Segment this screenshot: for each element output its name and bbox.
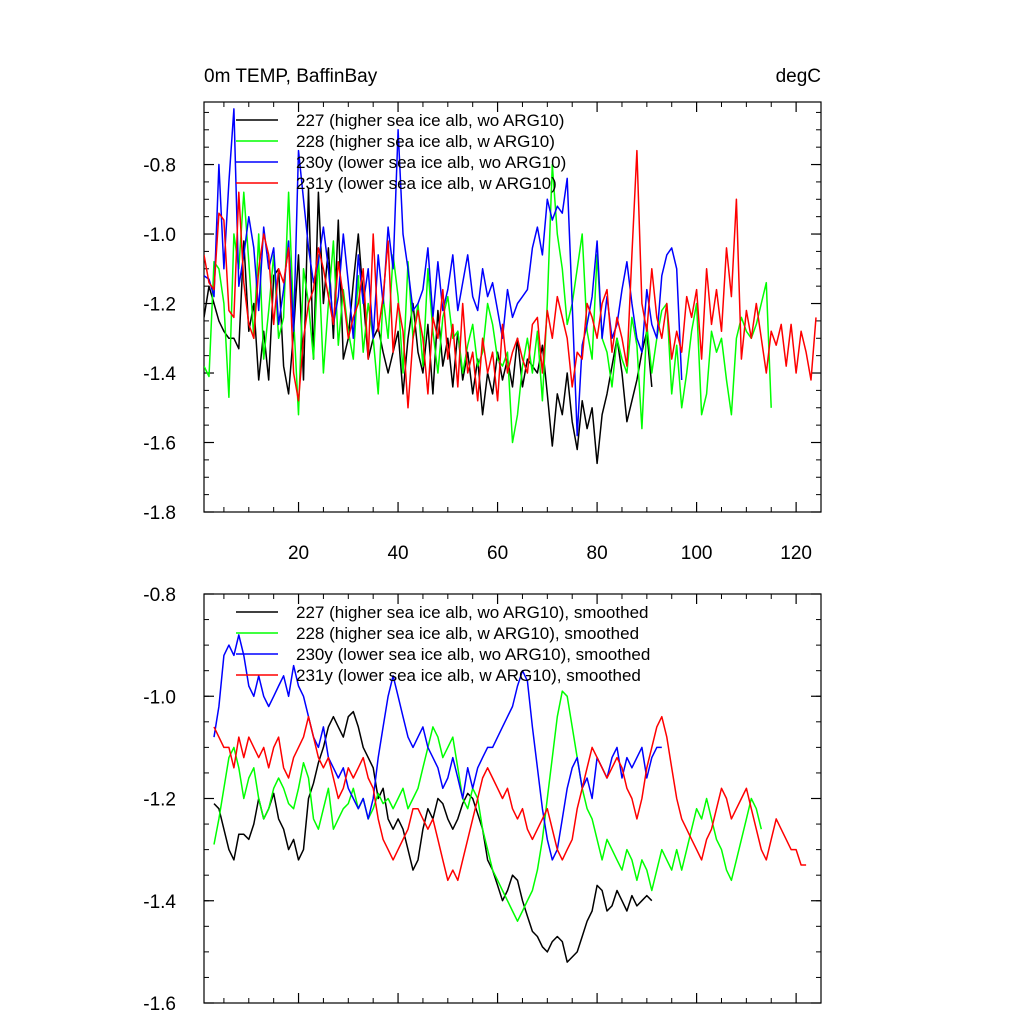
legend-label: 231y (lower sea ice alb, w ARG10) — [296, 174, 557, 193]
y-tick-label: -1.0 — [143, 687, 176, 708]
legend-label: 231y (lower sea ice alb, w ARG10), smoot… — [296, 666, 641, 685]
units-label: degC — [776, 66, 821, 87]
legend-label: 230y (lower sea ice alb, wo ARG10), smoo… — [296, 645, 650, 664]
series-line-3 — [213, 715, 807, 882]
series-line-1 — [204, 163, 772, 444]
legend-label: 228 (higher sea ice alb, w ARG10) — [296, 132, 555, 151]
x-tick-label: 80 — [587, 543, 608, 564]
y-tick-label: -0.8 — [143, 585, 176, 606]
series-line-2 — [204, 108, 683, 437]
y-tick-label: -1.4 — [143, 364, 176, 385]
x-tick-label: 120 — [780, 543, 812, 564]
series-line-2 — [213, 634, 662, 861]
legend-label: 227 (higher sea ice alb, wo ARG10) — [296, 111, 564, 130]
plot-frame — [203, 101, 822, 513]
y-tick-label: -1.2 — [143, 790, 176, 811]
x-tick-label: 100 — [681, 543, 713, 564]
legend-label: 228 (higher sea ice alb, w ARG10), smoot… — [296, 624, 639, 643]
x-tick-label: 40 — [387, 543, 408, 564]
legend-label: 227 (higher sea ice alb, wo ARG10), smoo… — [296, 603, 648, 622]
y-tick-label: -1.0 — [143, 225, 176, 246]
y-tick-label: -0.8 — [143, 156, 176, 177]
series-line-0 — [213, 710, 653, 963]
x-tick-label: 60 — [487, 543, 508, 564]
y-tick-label: -1.2 — [143, 295, 176, 316]
chart-title: 0m TEMP, BaffinBay — [204, 66, 378, 87]
bottom-panel: -1.6 -1.4 -1.2 -1.0 -0.8 227 (higher sea ice … — [143, 585, 822, 1015]
legend-label: 230y (lower sea ice alb, wo ARG10) — [296, 153, 566, 172]
y-tick-label: -1.6 — [143, 994, 176, 1015]
x-tick-label: 20 — [288, 543, 309, 564]
y-tick-label: -1.6 — [143, 434, 176, 455]
y-tick-label: -1.4 — [143, 892, 176, 913]
series-line-1 — [213, 690, 763, 922]
y-tick-label: -1.8 — [143, 503, 176, 524]
series-line-3 — [204, 149, 817, 409]
top-panel: -1.8 -1.6 -1.4 -1.2 -1.0 -0.8 20 40 60 80 100 120 22… — [143, 101, 822, 564]
